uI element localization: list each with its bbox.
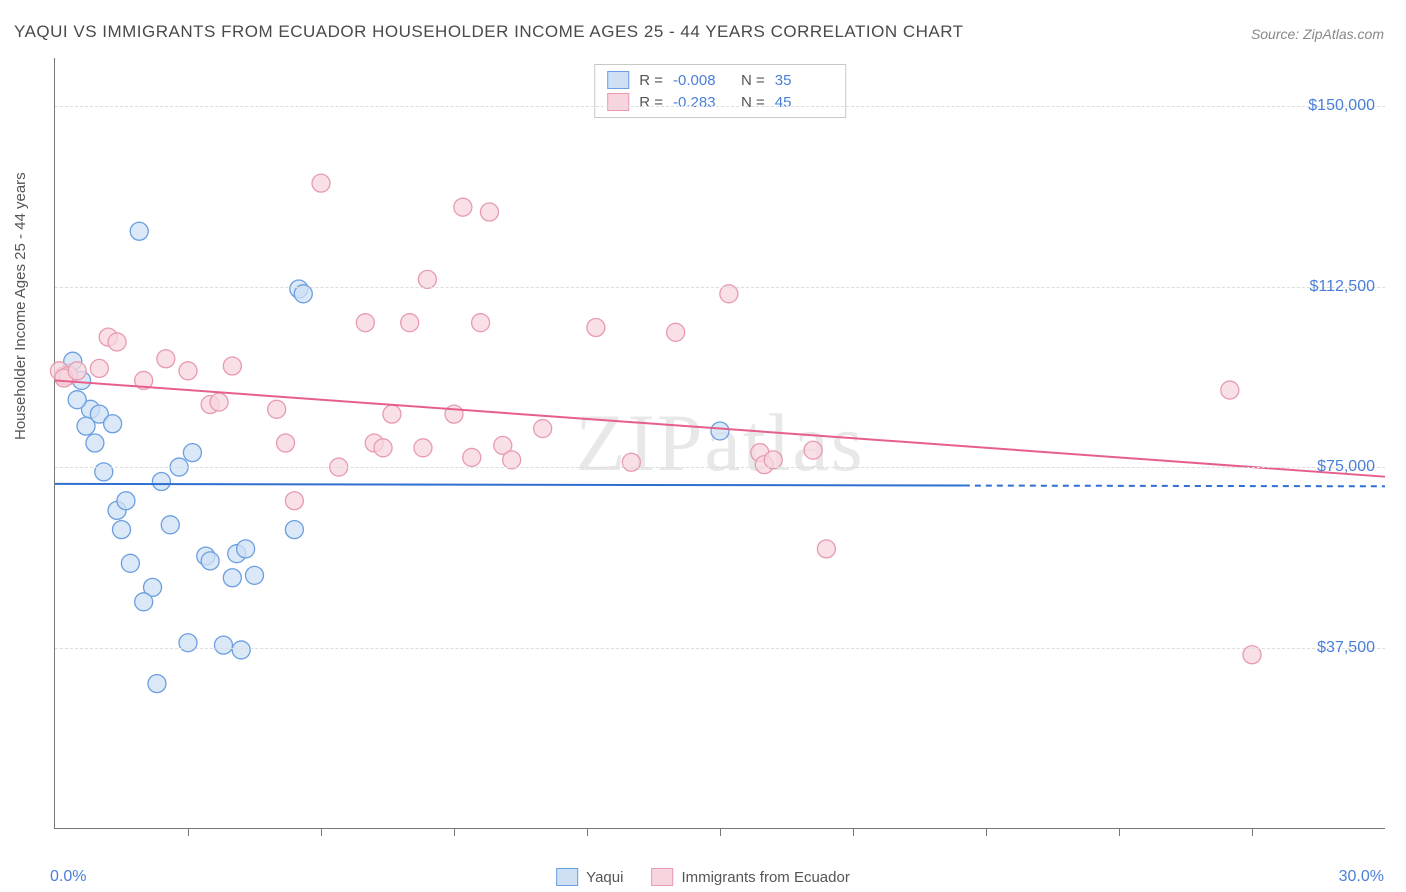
scatter-point [268,400,286,418]
scatter-svg [55,58,1385,828]
scatter-point [312,174,330,192]
x-tick [454,828,455,836]
scatter-point [401,314,419,332]
scatter-point [95,463,113,481]
scatter-point [383,405,401,423]
x-tick [587,828,588,836]
y-tick-label: $75,000 [1317,458,1375,476]
scatter-point [374,439,392,457]
scatter-point [113,521,131,539]
gridline [55,648,1385,649]
scatter-point [179,362,197,380]
source-label: Source: ZipAtlas.com [1251,26,1384,42]
scatter-point [711,422,729,440]
scatter-point [214,636,232,654]
scatter-point [534,420,552,438]
x-tick [1119,828,1120,836]
scatter-point [104,415,122,433]
scatter-point [179,634,197,652]
trend-line-dashed [964,486,1385,487]
x-tick [853,828,854,836]
scatter-point [667,323,685,341]
y-tick-label: $150,000 [1308,97,1375,115]
scatter-point [622,453,640,471]
scatter-point [237,540,255,558]
scatter-point [183,444,201,462]
scatter-point [356,314,374,332]
scatter-point [135,593,153,611]
scatter-point [68,362,86,380]
legend-item: Yaqui [556,868,623,886]
x-axis-max-label: 30.0% [1339,868,1384,886]
x-tick [986,828,987,836]
x-tick [188,828,189,836]
gridline [55,467,1385,468]
trend-line [55,484,964,486]
bottom-legend: Yaqui Immigrants from Ecuador [556,868,850,886]
x-tick [1252,828,1253,836]
scatter-point [246,566,264,584]
scatter-point [472,314,490,332]
scatter-point [86,434,104,452]
y-tick-label: $112,500 [1309,278,1375,296]
scatter-point [277,434,295,452]
scatter-point [445,405,463,423]
scatter-point [463,448,481,466]
scatter-point [480,203,498,221]
x-tick [321,828,322,836]
x-axis-min-label: 0.0% [50,868,86,886]
legend-swatch [651,868,673,886]
scatter-point [148,675,166,693]
scatter-point [223,357,241,375]
scatter-point [454,198,472,216]
gridline [55,287,1385,288]
chart-title: YAQUI VS IMMIGRANTS FROM ECUADOR HOUSEHO… [14,22,964,42]
plot-area: ZIPatlas R = -0.008N = 35R = -0.283N = 4… [54,58,1385,829]
scatter-point [68,391,86,409]
scatter-point [817,540,835,558]
scatter-point [210,393,228,411]
x-tick [720,828,721,836]
scatter-point [130,222,148,240]
scatter-point [117,492,135,510]
scatter-point [121,554,139,572]
scatter-point [223,569,241,587]
scatter-point [201,552,219,570]
scatter-point [108,333,126,351]
scatter-point [90,359,108,377]
scatter-point [152,473,170,491]
legend-label: Yaqui [586,869,623,886]
legend-item: Immigrants from Ecuador [651,868,849,886]
scatter-point [161,516,179,534]
scatter-point [157,350,175,368]
scatter-point [414,439,432,457]
y-axis-title: Householder Income Ages 25 - 44 years [12,172,29,440]
legend-swatch [556,868,578,886]
scatter-point [285,521,303,539]
y-tick-label: $37,500 [1317,639,1375,657]
scatter-point [804,441,822,459]
trend-line [55,380,1385,476]
scatter-point [232,641,250,659]
scatter-point [587,319,605,337]
legend-label: Immigrants from Ecuador [681,869,849,886]
gridline [55,106,1385,107]
scatter-point [285,492,303,510]
scatter-point [1221,381,1239,399]
